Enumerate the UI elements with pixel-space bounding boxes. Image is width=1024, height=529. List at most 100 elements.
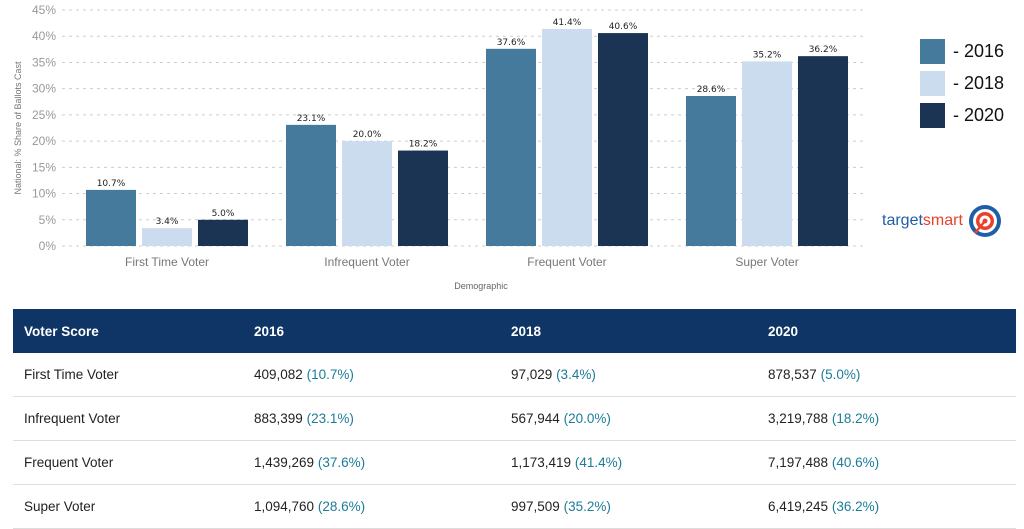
cell-percent: (23.1%)	[306, 411, 354, 426]
cell-percent: (5.0%)	[820, 367, 861, 382]
header-2020: 2020	[757, 309, 1016, 353]
x-tick-label: Super Voter	[735, 255, 798, 269]
cell: 3,219,788 (18.2%)	[757, 396, 1016, 441]
row-label: Frequent Voter	[13, 440, 243, 485]
table-row: Infrequent Voter 883,399 (23.1%) 567,944 (…	[13, 396, 1016, 441]
cell: 878,537 (5.0%)	[757, 353, 1016, 397]
y-tick-label: 40%	[32, 29, 56, 43]
x-tick-label: Infrequent Voter	[324, 255, 409, 269]
bar-2018	[342, 141, 392, 246]
header-2016: 2016	[243, 309, 500, 353]
cell-count: 567,944	[511, 411, 560, 426]
legend-swatch	[920, 70, 945, 96]
targetsmart-logo: targetsmart	[882, 203, 1003, 239]
cell-count: 878,537	[768, 367, 817, 382]
bar-2016	[286, 124, 336, 246]
target-icon	[968, 205, 1001, 237]
bar-2016	[686, 96, 736, 247]
cell-count: 997,509	[511, 499, 560, 514]
legend-item-2016: - 2016	[920, 35, 1004, 67]
data-label: 35.2%	[753, 50, 782, 60]
legend-label: - 2016	[953, 40, 1005, 61]
y-tick-label: 35%	[32, 55, 56, 69]
cell-percent: (35.2%)	[563, 499, 611, 514]
table-header-row: Voter Score 2016 2018 2020	[13, 309, 1016, 353]
legend: - 2016 - 2018 - 2020	[920, 35, 1004, 131]
row-label: Super Voter	[13, 484, 243, 529]
data-label: 36.2%	[809, 45, 838, 55]
bar-2018	[542, 28, 592, 246]
cell: 1,094,760 (28.6%)	[243, 484, 500, 529]
cell-count: 1,173,419	[511, 455, 572, 470]
y-tick-label: 25%	[32, 108, 56, 122]
table-row: Super Voter 1,094,760 (28.6%) 997,509 (35.…	[13, 484, 1016, 529]
legend-swatch	[920, 102, 945, 128]
bar-2016	[486, 48, 536, 247]
data-label: 37.6%	[497, 38, 526, 48]
cell-percent: (37.6%)	[317, 455, 366, 470]
x-axis-label: Demographic	[454, 281, 508, 291]
cell: 1,173,419 (41.4%)	[500, 440, 757, 485]
y-tick-label: 5%	[39, 213, 57, 227]
cell-count: 3,219,788	[768, 411, 829, 426]
cell: 1,439,269 (37.6%)	[243, 440, 500, 485]
cell: 883,399 (23.1%)	[243, 396, 500, 441]
bar-2018	[142, 228, 192, 246]
data-label: 41.4%	[553, 18, 582, 28]
cell-count: 6,419,245	[768, 499, 829, 514]
y-tick-label: 45%	[32, 3, 56, 17]
cell: 409,082 (10.7%)	[243, 353, 500, 397]
cell-percent: (40.6%)	[831, 455, 880, 470]
cell-count: 883,399	[254, 411, 303, 426]
cell-count: 1,439,269	[254, 455, 315, 470]
logo-text-part2: smart	[922, 212, 963, 229]
cell: 6,419,245 (36.2%)	[757, 484, 1016, 529]
logo-text: targetsmart	[882, 212, 963, 230]
y-axis-label: National: % Share of Ballots Cast	[13, 61, 23, 195]
y-tick-label: 20%	[32, 134, 56, 148]
logo-text-part1: target	[882, 212, 923, 229]
cell-percent: (36.2%)	[831, 499, 880, 514]
cell: 7,197,488 (40.6%)	[757, 440, 1016, 485]
cell-percent: (28.6%)	[317, 499, 366, 514]
x-tick-label: First Time Voter	[125, 255, 209, 269]
cell-count: 7,197,488	[768, 455, 829, 470]
data-label: 3.4%	[156, 217, 179, 227]
y-tick-label: 10%	[32, 187, 56, 201]
legend-swatch	[920, 38, 945, 64]
y-tick-label: 15%	[32, 160, 56, 174]
voter-score-table: Voter Score 2016 2018 2020 First Time Vo…	[13, 309, 1016, 529]
cell-count: 1,094,760	[254, 499, 315, 514]
data-label: 10.7%	[97, 179, 126, 189]
data-label: 23.1%	[297, 114, 326, 124]
legend-item-2020: - 2020	[920, 99, 1004, 131]
cell-count: 409,082	[254, 367, 303, 382]
table-row: First Time Voter 409,082 (10.7%) 97,029 (3…	[13, 353, 1016, 397]
data-label: 28.6%	[697, 85, 726, 95]
cell: 97,029 (3.4%)	[500, 353, 757, 397]
header-voter-score: Voter Score	[13, 309, 243, 353]
data-label: 40.6%	[609, 22, 638, 32]
bar-2020	[198, 219, 248, 246]
legend-item-2018: - 2018	[920, 67, 1004, 99]
row-label: Infrequent Voter	[13, 396, 243, 441]
x-tick-label: Frequent Voter	[527, 255, 606, 269]
data-label: 5.0%	[212, 209, 235, 219]
cell-count: 97,029	[511, 367, 553, 382]
bar-2018	[742, 61, 792, 247]
bar-2020	[398, 150, 448, 246]
bar-2020	[598, 33, 648, 246]
table-row: Frequent Voter 1,439,269 (37.6%) 1,173,419…	[13, 440, 1016, 485]
cell-percent: (3.4%)	[556, 367, 596, 382]
cell-percent: (18.2%)	[831, 411, 880, 426]
bar-chart: 0% 5% 10% 15% 20% 25% 30% 35% 40% 45% First Time V…	[13, 3, 865, 291]
data-label: 18.2%	[409, 140, 438, 150]
y-tick-label: 0%	[39, 239, 57, 253]
legend-label: - 2020	[953, 104, 1005, 125]
y-tick-label: 30%	[32, 82, 56, 96]
data-label: 20.0%	[353, 130, 382, 140]
cell: 567,944 (20.0%)	[500, 396, 757, 441]
bar-2016	[86, 189, 136, 246]
legend-label: - 2018	[953, 72, 1005, 93]
cell: 997,509 (35.2%)	[500, 484, 757, 529]
